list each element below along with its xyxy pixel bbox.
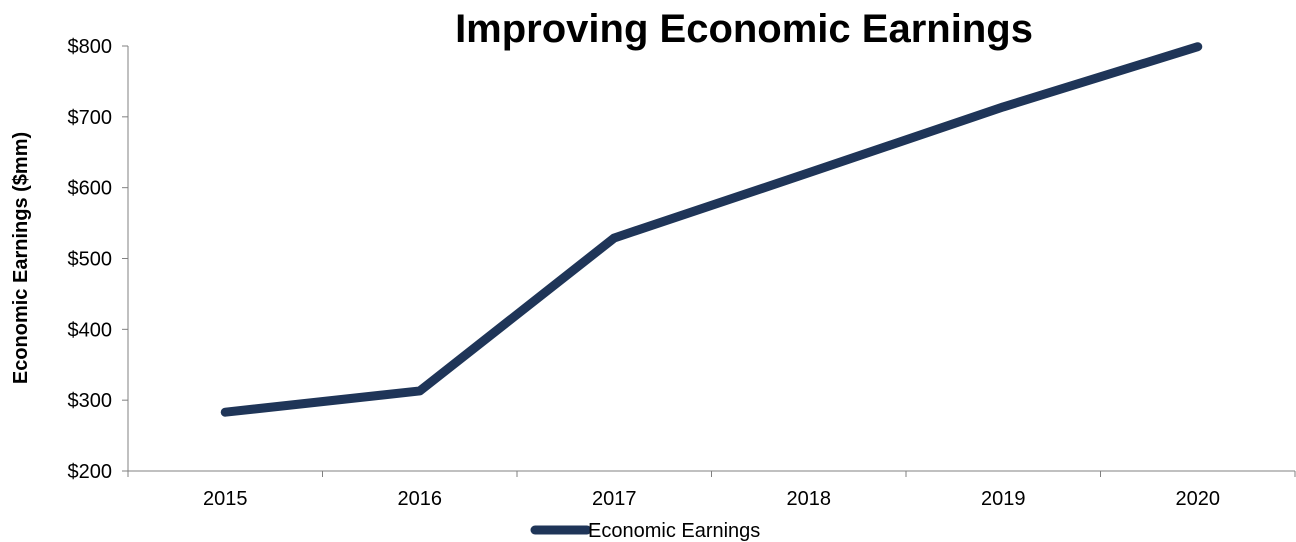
y-tick-label: $800 xyxy=(68,36,113,58)
data-point xyxy=(419,390,421,392)
legend-label: Economic Earnings xyxy=(588,520,760,542)
chart-title: Improving Economic Earnings xyxy=(455,7,1033,51)
series-layer xyxy=(220,42,1203,417)
y-tick-label: $600 xyxy=(68,178,113,200)
x-tick-label: 2019 xyxy=(981,488,1026,510)
data-point xyxy=(613,237,615,239)
y-tick-label: $500 xyxy=(68,249,113,271)
data-point xyxy=(224,411,226,413)
data-point xyxy=(1197,46,1199,48)
y-tick-label: $200 xyxy=(68,461,113,483)
series-line-economic-earnings xyxy=(220,42,1203,417)
legend: Economic Earnings xyxy=(530,520,760,542)
x-tick-label: 2016 xyxy=(398,488,443,510)
y-tick-label: $700 xyxy=(68,107,113,129)
data-point xyxy=(808,172,810,174)
x-tick-label: 2018 xyxy=(787,488,832,510)
x-tick-label: 2020 xyxy=(1176,488,1221,510)
data-point xyxy=(1002,106,1004,108)
x-tick-label: 2017 xyxy=(592,488,637,510)
x-tick-label: 2015 xyxy=(203,488,248,510)
y-tick-label: $400 xyxy=(68,319,113,341)
y-tick-label: $300 xyxy=(68,390,113,412)
y-axis: $200 $300 $400 $500 $600 $700 $800 xyxy=(68,36,129,483)
y-axis-label: Economic Earnings ($mm) xyxy=(10,132,32,384)
x-axis: 2015 2016 2017 2018 2019 2020 xyxy=(127,470,1296,510)
